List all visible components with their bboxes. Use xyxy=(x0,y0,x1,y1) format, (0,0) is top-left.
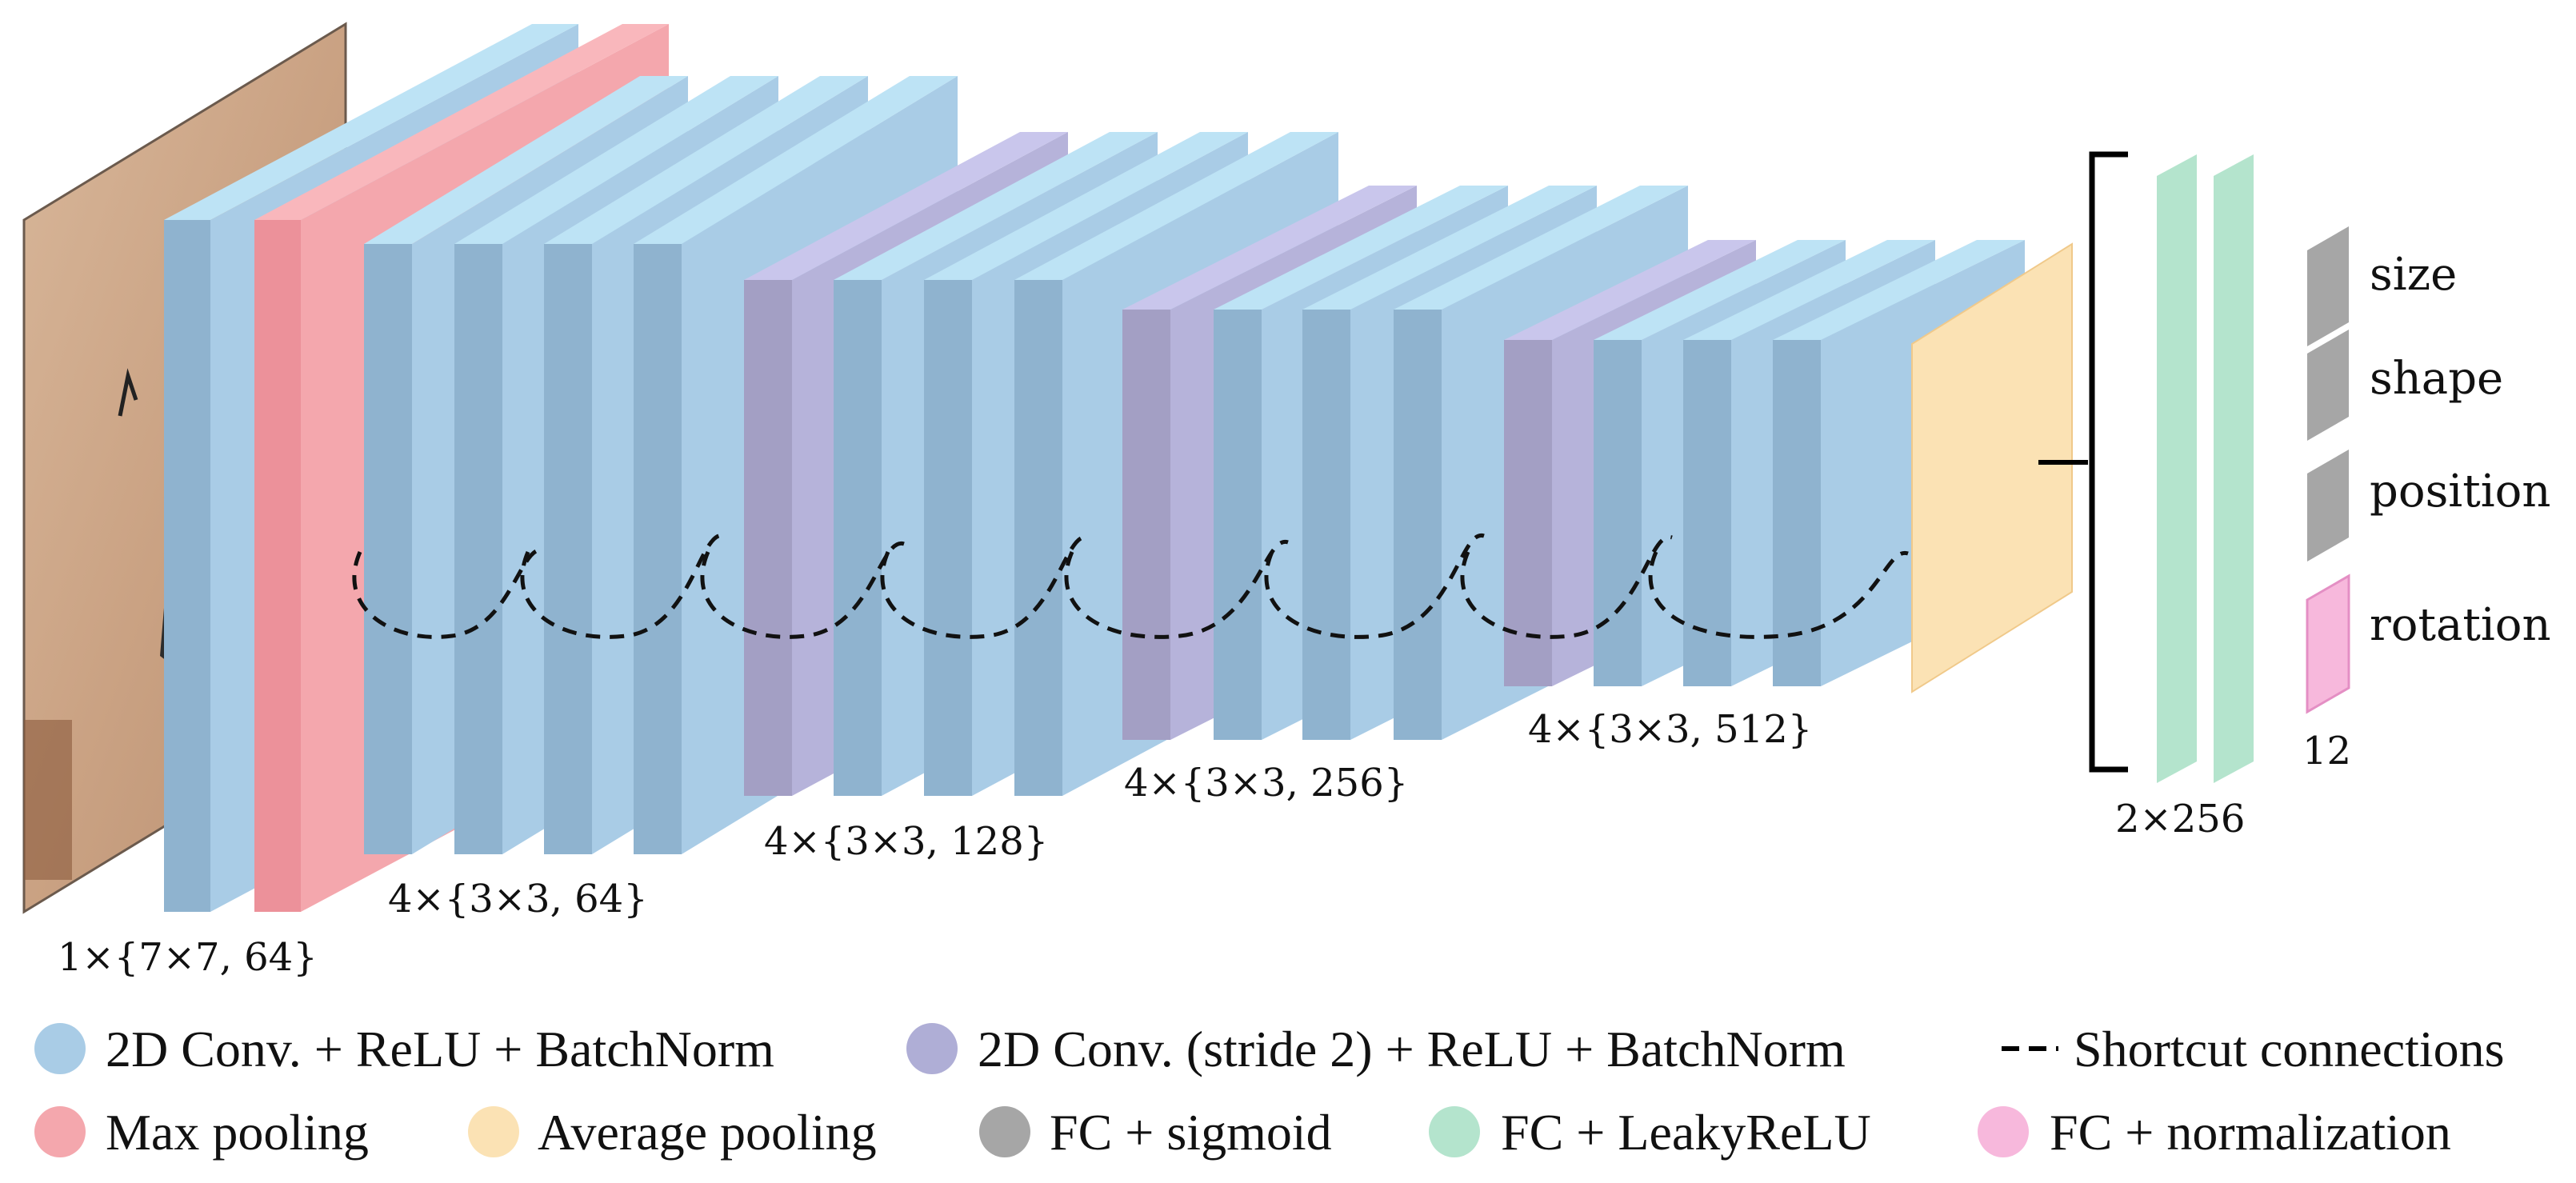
legend-shortcut-label: Shortcut connections xyxy=(2074,1021,2505,1077)
shortcut-arc-1 xyxy=(352,548,545,639)
output-shape-label: shape xyxy=(2370,353,2503,405)
legend-conv-label: 2D Conv. + ReLU + BatchNorm xyxy=(106,1021,774,1077)
conv-icon xyxy=(34,1023,86,1074)
stage1-label: 4×{3×3, 64} xyxy=(388,877,648,921)
output-size-label: size xyxy=(2370,249,2457,301)
fc-leaky-icon xyxy=(1429,1106,1480,1157)
output-rotation-box xyxy=(2306,574,2350,714)
avg-pool-icon xyxy=(468,1106,519,1157)
legend-fc-sigmoid-label: FC + sigmoid xyxy=(1050,1104,1332,1161)
max-pool-icon xyxy=(34,1106,86,1157)
fc-bracket xyxy=(2089,151,2128,773)
legend-conv-stride2-label: 2D Conv. (stride 2) + ReLU + BatchNorm xyxy=(978,1021,1846,1077)
legend-fc-norm-label: FC + normalization xyxy=(2050,1104,2451,1161)
legend-max-pool-label: Max pooling xyxy=(106,1104,369,1161)
shortcut-arc-8 xyxy=(1648,550,1909,639)
output-position-label: position xyxy=(2370,466,2550,518)
stage0-label: 1×{7×7, 64} xyxy=(58,935,318,980)
output-size-count: 12 xyxy=(2302,729,2351,773)
layer-blocks xyxy=(164,24,2073,912)
fc-dim-label: 2×256 xyxy=(2115,797,2245,841)
conv-stride2-icon xyxy=(906,1023,958,1074)
output-shape-box xyxy=(2307,330,2349,441)
avg-pool-block xyxy=(1911,242,2073,693)
fc-leaky-layer-1 xyxy=(2157,154,2197,783)
legend-avg-pool-label: Average pooling xyxy=(538,1104,877,1161)
legend-fc-leaky-label: FC + LeakyReLU xyxy=(1501,1104,1871,1161)
legend: 2D Conv. + ReLU + BatchNorm 2D Conv. (st… xyxy=(34,1021,2505,1161)
shortcut-arc-6 xyxy=(1264,534,1485,639)
output-size-box xyxy=(2307,226,2349,346)
stage4-label: 4×{3×3, 512} xyxy=(1528,707,1812,752)
stage-labels: 1×{7×7, 64} 4×{3×3, 64} 4×{3×3, 128} 4×{… xyxy=(58,707,1812,980)
fc-sigmoid-icon xyxy=(979,1106,1030,1157)
stage2-label: 4×{3×3, 128} xyxy=(764,819,1048,864)
fc-head: size shape position rotation 12 2×256 xyxy=(2038,151,2551,841)
fc-leaky-layer-2 xyxy=(2214,154,2254,783)
fc-norm-icon xyxy=(1978,1106,2029,1157)
output-position-box xyxy=(2307,450,2349,562)
output-rotation-label: rotation xyxy=(2370,599,2551,651)
stage3-label: 4×{3×3, 256} xyxy=(1124,761,1408,805)
shortcut-connections xyxy=(352,534,1909,639)
